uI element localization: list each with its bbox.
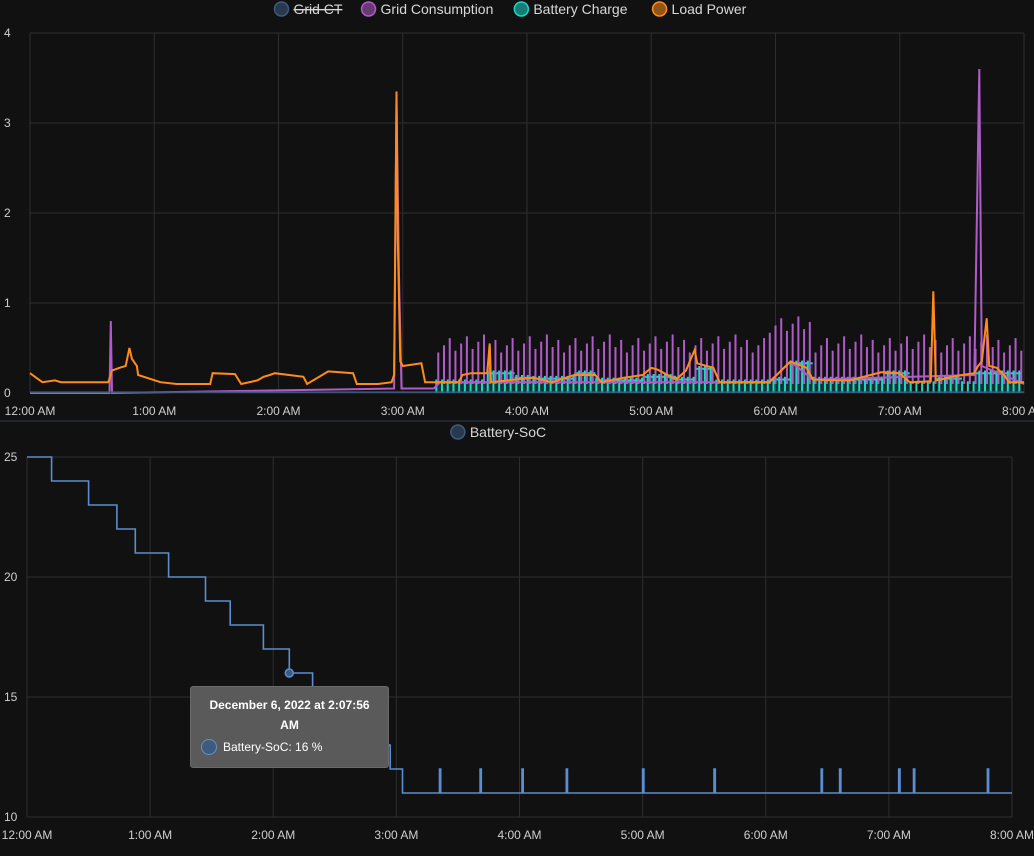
chart-tooltip: December 6, 2022 at 2:07:56 AM Battery-S… [190,686,389,768]
soc-y-tick-label: 25 [4,450,18,464]
power-x-tick-label: 12:00 AM [5,404,56,418]
legend-swatch [273,1,290,17]
legend-label: Load Power [672,1,747,17]
power-y-tick-label: 0 [4,386,11,400]
soc-x-tick-label: 6:00 AM [744,828,788,842]
power-legend-item-0[interactable]: Grid CT [273,1,343,17]
power-legend-item-3[interactable]: Load Power [651,1,747,17]
power-y-tick-label: 2 [4,206,11,220]
soc-x-tick-label: 2:00 AM [251,828,295,842]
power-y-tick-label: 1 [4,296,11,310]
legend-swatch [360,1,377,17]
tooltip-title: December 6, 2022 at 2:07:56 AM [209,698,370,732]
tooltip-row: Battery-SoC: 16 % [201,739,378,755]
soc-x-tick-label: 3:00 AM [374,828,418,842]
legend-swatch [513,1,530,17]
soc-y-tick-label: 20 [4,570,18,584]
power-legend-item-2[interactable]: Battery Charge [513,1,628,17]
power-x-tick-label: 1:00 AM [132,404,176,418]
battery-soc-highlight-point[interactable] [284,668,295,678]
battery-soc-line [27,456,1012,794]
power-chart[interactable]: 0 1 2 3 4 12:00 AM 1:00 AM 2:00 AM 3:00 AM 4:00 A… [0,0,1034,422]
soc-x-tick-label: 7:00 AM [867,828,911,842]
power-x-tick-label: 5:00 AM [629,404,673,418]
legend-swatch [450,424,466,440]
battery-charge-band [436,382,488,393]
soc-x-tick-label: 5:00 AM [621,828,665,842]
grid-consumption-line [30,68,1025,395]
power-x-tick-label: 4:00 AM [505,404,549,418]
power-x-tick-label: 6:00 AM [753,404,797,418]
power-x-tick-label: 7:00 AM [878,404,922,418]
battery-soc-chart-svg: 10 15 20 25 12:00 AM 1:00 AM 2:00 AM 3:00 AM 4:0… [2,424,1034,842]
soc-x-tick-label: 12:00 AM [2,828,53,842]
soc-y-tick-label: 10 [4,810,18,824]
tooltip-label: Battery-SoC: 16 % [223,740,323,754]
power-x-tick-label: 3:00 AM [381,404,425,418]
legend-swatch [651,1,668,17]
power-x-tick-label: 8:00 AM [1002,404,1034,418]
battery-soc-chart[interactable]: 10 15 20 25 12:00 AM 1:00 AM 2:00 AM 3:00 AM 4:0… [0,422,1034,856]
power-chart-svg: 0 1 2 3 4 12:00 AM 1:00 AM 2:00 AM 3:00 AM 4:00 A… [0,1,1034,422]
power-x-tick-label: 2:00 AM [256,404,300,418]
soc-x-tick-label: 1:00 AM [128,828,172,842]
legend-label: Battery Charge [533,1,627,17]
soc-legend-item-0[interactable]: Battery-SoC [450,424,546,440]
tooltip-series-swatch [201,739,217,755]
legend-label: Grid CT [293,1,342,17]
power-legend-item-1[interactable]: Grid Consumption [360,1,494,17]
legend-label: Battery-SoC [470,424,546,440]
load-power-line [29,91,1024,386]
power-y-tick-label: 3 [4,116,11,130]
power-y-tick-label: 4 [4,26,11,40]
soc-x-tick-label: 4:00 AM [497,828,541,842]
legend-label: Grid Consumption [381,1,494,17]
soc-y-tick-label: 15 [4,690,18,704]
soc-x-tick-label: 8:00 AM [990,828,1034,842]
battery-charge-band [713,382,770,393]
